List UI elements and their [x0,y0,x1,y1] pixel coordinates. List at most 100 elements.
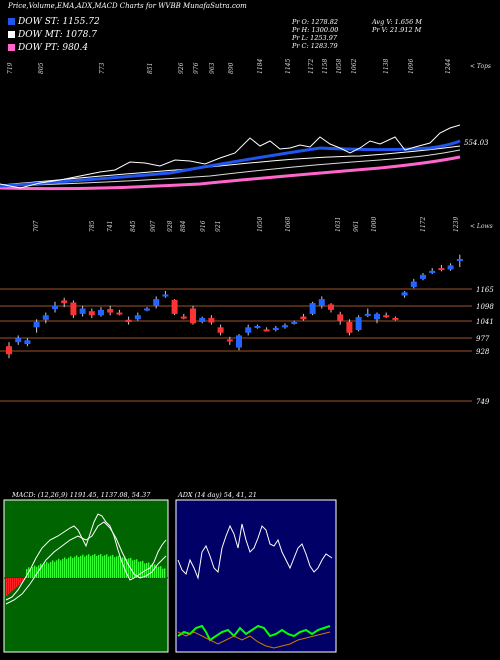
candle-body [98,309,104,316]
macd-bar [44,563,46,578]
adx-orange-line [177,631,331,649]
candle-body [300,316,307,320]
macd-bar [56,560,58,578]
top-label: 851 [147,63,154,74]
candle-body [429,270,436,273]
macd-bar [114,557,116,578]
macd-caption: MACD: (12,26,9) 1191.45, 1137.08, 54.37 [12,491,151,499]
macd-bar [60,560,62,578]
macd-bar [20,578,22,584]
macd-bar [16,578,18,587]
candle-body [171,299,178,314]
top-label: 963 [209,62,216,74]
price-tick: 928 [476,348,490,356]
adx-background [175,499,337,653]
macd-bar [64,557,66,578]
stat-pr-l: Pr L: 1253.97 [292,34,337,42]
candle-body [88,311,95,316]
candle-body [134,315,141,320]
price-tick: 1165 [476,286,494,294]
candle-body [374,313,380,320]
macd-bar [10,578,12,593]
macd-bar [50,561,52,578]
top-label: 1184 [257,59,264,74]
macd-bar [140,561,142,578]
macd-bar [112,554,114,578]
macd-bar [70,556,72,578]
candle-body [337,314,344,321]
macd-panel [3,499,169,653]
top-label: 1062 [351,59,358,74]
price-tick: 1098 [476,303,494,311]
top-label: 926 [178,62,185,74]
macd-bar [48,563,50,578]
top-labels: 719 805 773 851 926 976 963 890 1184 114… [7,59,491,74]
mid-right-label: < Lows [470,223,493,230]
legend-swatch [8,18,15,25]
macd-bar [120,557,122,578]
macd-bar [94,554,96,578]
chart-title: Price,Volume,EMA,ADX,MACD Charts for WVB… [8,2,247,10]
macd-bar [18,578,20,586]
macd-bar [108,556,110,578]
candle-body [33,321,40,328]
macd-bar [42,565,44,578]
macd-bar [14,578,16,589]
macd-bar [36,566,38,578]
macd-bar [118,555,120,578]
top-label: 1145 [285,59,292,74]
mid-label: 928 [167,220,174,232]
mid-label: 707 [33,220,40,232]
candle-body [24,340,31,345]
macd-bar [78,557,80,578]
top-label: 1172 [308,59,315,74]
adx-caption: ADX (14 day) 54, 41, 21 [178,491,257,499]
mid-label: 916 [200,220,207,232]
ema-white-line-1 [0,145,461,186]
candle-body [162,294,169,297]
candle-body [254,326,261,328]
candle-body [438,268,445,271]
macd-bar [92,555,94,578]
legend-swatch [8,44,15,51]
macd-bar [110,555,112,578]
macd-bar [80,555,82,578]
candle-body [217,327,224,333]
macd-bar [86,555,88,578]
candle-body [263,329,270,332]
legend-dow-pt-label: DOW PT: 980.4 [18,43,89,53]
candle-body [346,321,353,333]
legend-dow-pt: DOW PT: 980.4 [8,43,88,53]
candle-body [144,308,150,311]
stat-avg-v: Avg V: 1.656 M [372,18,422,26]
macd-bar [158,566,160,578]
macd-bar [132,560,134,578]
macd-bar [66,559,68,578]
adx-di-plus-line [177,523,333,580]
macd-bar [74,556,76,578]
macd-bar [126,559,128,578]
legend-dow-mt-label: DOW MT: 1078.7 [18,30,97,40]
macd-bar [124,556,126,578]
mid-labels: 707 785 741 845 907 928 884 916 921 1050… [33,217,493,232]
macd-bar [134,559,136,578]
candle-body [15,338,22,343]
legend-dow-st-label: DOW ST: 1155.72 [18,17,100,27]
top-label: 1158 [322,59,329,74]
macd-bar [104,555,106,578]
stat-pr-c: Pr C: 1283.79 [292,42,338,50]
adx-green-line [177,624,331,642]
mid-label: 1239 [453,217,460,232]
candle-body [309,303,316,314]
candle-body [107,309,114,313]
candle-body [79,308,86,314]
candle-body [125,319,132,322]
macd-line [5,513,167,601]
candle-body [70,302,77,316]
stat-pr-h: Pr H: 1300.00 [292,26,339,34]
candle-body [199,317,206,322]
macd-bar [12,578,14,591]
candle-body [116,312,123,315]
candle-body [190,308,196,324]
macd-bar [96,556,98,578]
